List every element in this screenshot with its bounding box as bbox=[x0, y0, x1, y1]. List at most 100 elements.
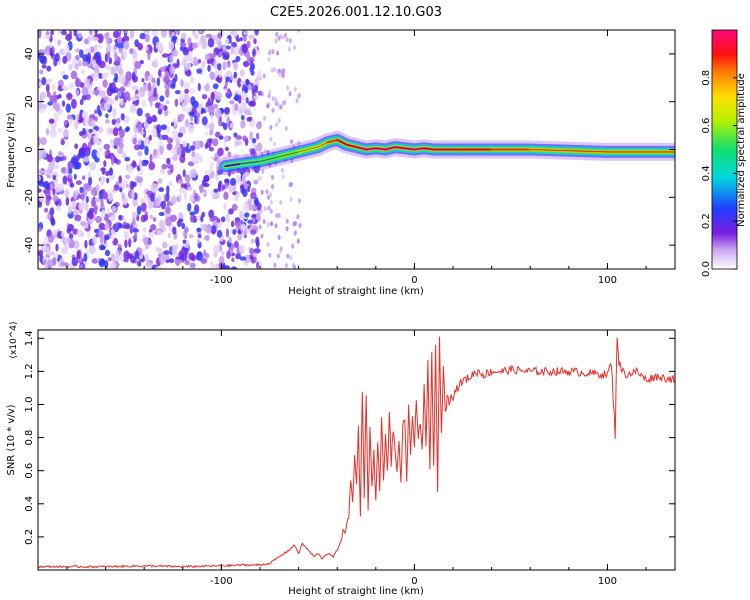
noise-speckle bbox=[76, 154, 80, 162]
noise-speckle bbox=[83, 156, 90, 163]
noise-speckle bbox=[39, 69, 44, 75]
noise-speckle bbox=[181, 222, 186, 230]
noise-speckle bbox=[282, 100, 286, 106]
noise-speckle bbox=[94, 197, 102, 203]
noise-speckle bbox=[148, 231, 155, 238]
noise-speckle bbox=[105, 170, 110, 177]
noise-speckle bbox=[106, 44, 113, 53]
noise-speckle bbox=[216, 230, 223, 238]
noise-speckle bbox=[94, 116, 98, 122]
noise-speckle bbox=[189, 168, 197, 178]
noise-speckle bbox=[189, 87, 196, 94]
noise-speckle bbox=[271, 96, 275, 102]
noise-speckle bbox=[89, 162, 96, 171]
noise-speckle bbox=[167, 137, 174, 144]
noise-speckle bbox=[166, 126, 171, 134]
noise-speckle bbox=[44, 51, 51, 55]
noise-speckle bbox=[97, 230, 104, 238]
noise-speckle bbox=[185, 148, 191, 153]
noise-speckle bbox=[137, 260, 142, 267]
noise-speckle bbox=[98, 60, 106, 69]
noise-speckle bbox=[169, 54, 174, 64]
noise-speckle bbox=[48, 251, 55, 256]
noise-speckle bbox=[210, 113, 214, 122]
noise-speckle bbox=[54, 102, 60, 112]
noise-speckle bbox=[116, 90, 122, 98]
noise-speckle bbox=[194, 153, 201, 160]
noise-speckle bbox=[223, 135, 230, 143]
noise-speckle bbox=[101, 191, 108, 200]
noise-speckle bbox=[47, 101, 54, 106]
noise-speckle bbox=[177, 132, 183, 138]
snr-panel: -100 0 100 0.2 0.4 0.6 0.8 1.0 1.2 1.4 Height of… bbox=[6, 321, 676, 597]
noise-speckle bbox=[171, 129, 178, 140]
noise-speckle bbox=[267, 56, 271, 62]
noise-speckle bbox=[123, 231, 130, 240]
noise-speckle bbox=[206, 138, 212, 148]
noise-speckle bbox=[105, 113, 109, 119]
noise-speckle bbox=[182, 239, 187, 244]
noise-speckle bbox=[58, 48, 66, 56]
noise-speckle bbox=[215, 91, 223, 101]
noise-speckle bbox=[103, 143, 111, 150]
noise-speckle bbox=[230, 266, 238, 269]
noise-speckle bbox=[139, 32, 147, 40]
noise-speckle bbox=[158, 69, 162, 77]
noise-speckle bbox=[273, 262, 277, 268]
noise-speckle bbox=[234, 89, 240, 95]
noise-speckle bbox=[134, 61, 142, 69]
y-tick-label: -40 bbox=[24, 237, 35, 253]
noise-speckle bbox=[118, 129, 125, 138]
noise-speckle bbox=[159, 95, 165, 102]
noise-speckle bbox=[103, 160, 107, 168]
noise-speckle bbox=[244, 212, 250, 218]
noise-speckle bbox=[183, 93, 188, 99]
noise-speckle bbox=[57, 39, 61, 46]
noise-speckle bbox=[65, 44, 70, 53]
noise-speckle bbox=[123, 258, 129, 263]
noise-speckle bbox=[49, 207, 55, 216]
noise-speckle bbox=[88, 245, 96, 255]
noise-speckle bbox=[224, 107, 230, 115]
noise-speckle bbox=[255, 213, 261, 221]
noise-speckle bbox=[211, 228, 216, 235]
noise-speckle bbox=[279, 248, 283, 254]
noise-speckle bbox=[76, 229, 83, 238]
noise-speckle bbox=[200, 258, 208, 264]
noise-speckle bbox=[166, 185, 170, 195]
noise-speckle bbox=[44, 189, 51, 197]
noise-speckle bbox=[233, 103, 239, 111]
noise-speckle bbox=[104, 249, 111, 257]
noise-speckle bbox=[64, 189, 70, 198]
noise-speckle bbox=[184, 226, 189, 233]
noise-speckle bbox=[132, 217, 136, 226]
noise-speckle bbox=[249, 100, 256, 107]
noise-speckle bbox=[45, 198, 50, 206]
noise-speckle bbox=[49, 182, 54, 189]
noise-speckle bbox=[62, 155, 67, 161]
noise-speckle bbox=[248, 34, 255, 40]
noise-speckle bbox=[114, 73, 118, 81]
noise-speckle bbox=[275, 122, 279, 128]
noise-speckle bbox=[247, 185, 251, 193]
noise-speckle bbox=[268, 89, 272, 95]
noise-speckle bbox=[186, 180, 190, 187]
noise-speckle bbox=[154, 57, 159, 66]
noise-speckle bbox=[81, 95, 88, 101]
noise-speckle bbox=[131, 85, 136, 91]
noise-speckle bbox=[150, 193, 155, 202]
noise-speckle bbox=[230, 220, 235, 228]
noise-speckle bbox=[92, 135, 99, 145]
noise-speckle bbox=[104, 101, 111, 111]
noise-speckle bbox=[205, 33, 213, 38]
noise-speckle bbox=[93, 207, 98, 215]
noise-speckle bbox=[224, 178, 230, 183]
noise-speckle bbox=[51, 95, 58, 104]
noise-speckle bbox=[155, 266, 163, 269]
noise-speckle bbox=[201, 116, 208, 126]
noise-speckle bbox=[153, 148, 158, 156]
noise-speckle bbox=[99, 90, 106, 98]
noise-speckle bbox=[172, 49, 179, 57]
noise-speckle bbox=[249, 247, 255, 255]
noise-speckle bbox=[108, 97, 112, 103]
